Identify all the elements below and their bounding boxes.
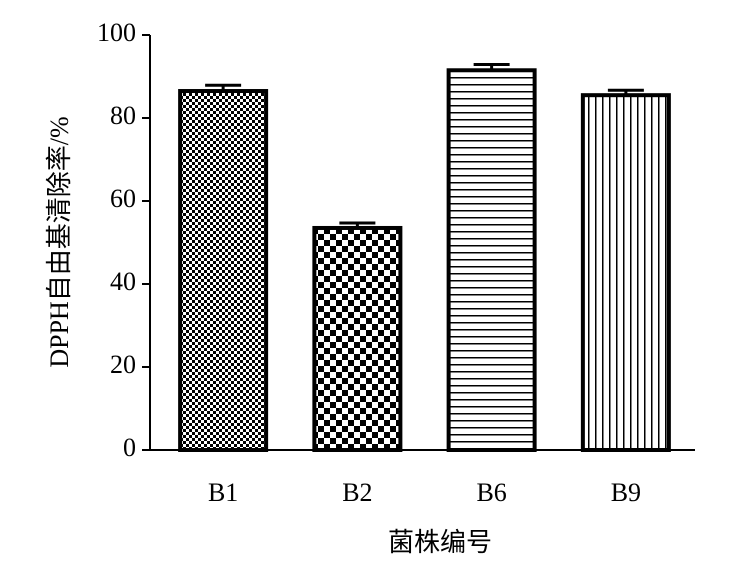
- y-tick-label: 20: [110, 350, 136, 379]
- y-tick-label: 0: [123, 433, 136, 462]
- x-tick-label: B2: [342, 478, 372, 507]
- bar: [312, 225, 403, 452]
- x-tick-label: B1: [208, 478, 238, 507]
- y-tick-label: 60: [110, 184, 136, 213]
- bar: [580, 93, 671, 453]
- x-tick-label: B9: [611, 478, 641, 507]
- y-tick-label: 40: [110, 267, 136, 296]
- y-axis-label: DPPH自由基清除率/%: [45, 116, 74, 367]
- y-tick-label: 80: [110, 101, 136, 130]
- y-tick-label: 100: [97, 18, 136, 47]
- bar: [446, 68, 537, 453]
- x-axis-label: 菌株编号: [388, 528, 492, 557]
- x-tick-label: B6: [476, 478, 506, 507]
- bar: [178, 89, 269, 453]
